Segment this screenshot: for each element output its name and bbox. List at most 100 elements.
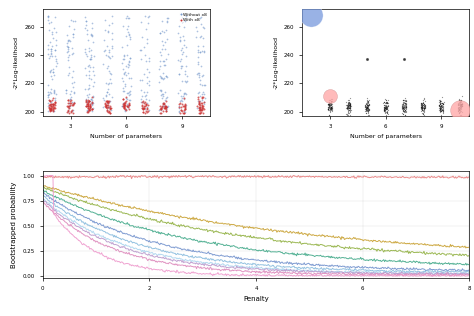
Point <box>380 104 388 109</box>
Point <box>69 108 76 113</box>
Point <box>197 64 205 69</box>
Point <box>382 104 390 109</box>
Point <box>345 102 352 107</box>
Point <box>400 102 407 107</box>
Point <box>175 106 182 111</box>
Point <box>346 108 354 113</box>
Point <box>100 37 108 42</box>
Point <box>196 49 203 54</box>
Point <box>49 108 56 113</box>
Point <box>344 104 352 109</box>
Point <box>124 23 131 28</box>
Point <box>46 40 54 45</box>
Point <box>400 101 407 106</box>
Point <box>89 21 96 26</box>
Point <box>66 97 73 102</box>
Point <box>70 100 77 105</box>
Point <box>155 80 163 85</box>
Point <box>84 109 91 114</box>
x2 <box>429 274 435 278</box>
x1 <box>243 247 249 251</box>
Point <box>343 111 350 116</box>
Point <box>343 112 351 117</box>
Point <box>119 88 127 94</box>
Point <box>328 105 336 110</box>
Point <box>199 104 206 109</box>
Point <box>143 109 150 114</box>
Point <box>51 47 58 52</box>
Point <box>89 84 97 89</box>
Point <box>100 97 108 102</box>
Point <box>342 105 350 110</box>
Point <box>181 103 189 108</box>
Point <box>402 102 410 107</box>
Point <box>66 91 74 96</box>
x8 <box>273 174 278 178</box>
Point <box>456 107 464 112</box>
Point <box>66 39 73 44</box>
Point <box>383 104 390 109</box>
x2 <box>294 271 300 275</box>
Point <box>417 100 425 105</box>
Point <box>383 100 390 105</box>
Point <box>124 103 131 108</box>
Point <box>87 101 95 106</box>
Point <box>344 101 352 106</box>
Point <box>384 103 392 108</box>
Point <box>365 108 373 113</box>
Point <box>364 109 371 114</box>
x4 <box>246 226 252 230</box>
Point <box>104 104 112 109</box>
Point <box>141 104 148 109</box>
Point <box>399 108 407 113</box>
Point <box>124 102 132 107</box>
Point <box>108 44 116 49</box>
RV <box>271 260 276 264</box>
Point <box>64 109 72 114</box>
Point <box>48 73 55 78</box>
Point <box>140 106 147 111</box>
Point <box>327 106 335 112</box>
Point <box>324 107 331 112</box>
Point <box>119 101 127 106</box>
Point <box>196 105 203 110</box>
Point <box>363 106 370 111</box>
Point <box>195 75 203 80</box>
Point <box>455 97 462 102</box>
Point <box>163 98 170 103</box>
Point <box>345 104 352 109</box>
Point <box>195 99 203 104</box>
Point <box>82 18 90 23</box>
Point <box>46 102 53 107</box>
Point <box>105 109 112 114</box>
Point <box>63 87 70 92</box>
Point <box>383 106 390 111</box>
Point <box>380 101 387 106</box>
Point <box>365 107 373 112</box>
Point <box>457 106 465 111</box>
Point <box>419 102 427 107</box>
Point <box>346 106 353 111</box>
Point <box>324 104 332 109</box>
Point <box>122 107 129 112</box>
Point <box>455 101 462 106</box>
Point <box>82 46 89 52</box>
Point <box>200 101 208 106</box>
Point <box>381 107 388 112</box>
Point <box>383 100 391 105</box>
Point <box>420 95 428 100</box>
Point <box>420 106 428 111</box>
Point <box>67 18 75 23</box>
Point <box>44 108 52 113</box>
Point <box>85 82 92 87</box>
Point <box>158 75 166 80</box>
Point <box>175 72 183 77</box>
Point <box>328 105 335 110</box>
Point <box>125 106 133 111</box>
Point <box>381 105 388 110</box>
Point <box>438 103 446 108</box>
Point <box>417 103 425 108</box>
Point <box>400 100 408 105</box>
Point <box>126 76 133 81</box>
Point <box>140 71 148 76</box>
